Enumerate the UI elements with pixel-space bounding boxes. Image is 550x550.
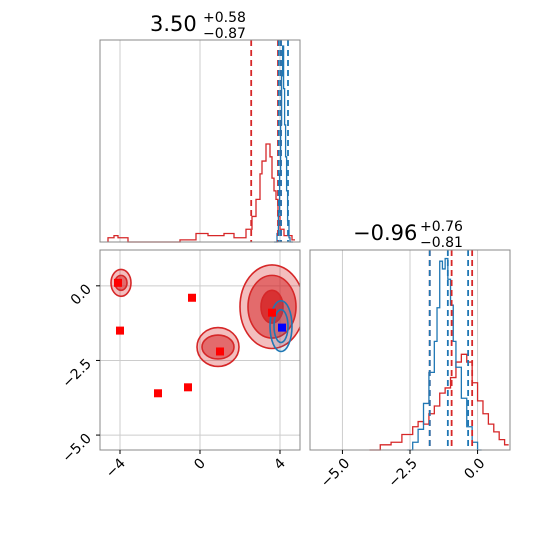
param1-title-minus: −0.87 xyxy=(203,26,246,42)
scatter-plot-area xyxy=(100,250,300,450)
param2-title-minus: −0.81 xyxy=(420,235,463,251)
param2-title-value: −0.96 xyxy=(353,221,417,245)
red-marker-4 xyxy=(154,389,162,398)
param1-title: 3.50 +0.58 −0.87 xyxy=(150,10,246,42)
blue-histogram-line xyxy=(274,45,293,243)
y-tick-label-0: 0.0 xyxy=(68,281,95,308)
red-contour-2-level-1 xyxy=(201,334,235,360)
red-marker-6 xyxy=(268,308,276,317)
red-histogram-line xyxy=(107,143,295,243)
red-marker-5 xyxy=(184,383,192,392)
y-tick-label-2: −5.0 xyxy=(59,431,94,466)
blue-contour-0-level-1 xyxy=(273,308,289,344)
x-tick-label-2: 4 xyxy=(271,455,289,473)
blue-histogram-line xyxy=(407,257,482,451)
param1-title-value: 3.50 xyxy=(150,12,197,36)
red-marker-1 xyxy=(116,326,124,335)
histogram-param1-panel xyxy=(99,39,301,243)
x-tick-label-2: 0.0 xyxy=(461,456,488,483)
param2-title-plus: +0.76 xyxy=(420,219,463,235)
red-marker-0 xyxy=(114,278,122,287)
red-contour-0-level-2 xyxy=(260,289,284,324)
x-tick-label-1: −2.5 xyxy=(385,456,420,491)
red-marker-2 xyxy=(188,293,196,302)
y-tick-label-1: −2.5 xyxy=(59,356,94,391)
x-tick-label-0: −4 xyxy=(103,455,129,481)
param1-title-plus: +0.58 xyxy=(203,10,246,26)
x-tick-label-0: −5.0 xyxy=(318,456,353,491)
x-tick-label-1: 0 xyxy=(191,456,209,474)
scatter-panel: −4 0 4 0.0 −2.5 −5.0 xyxy=(59,249,301,481)
histogram-param2-panel: −5.0 −2.5 0.0 xyxy=(309,249,511,491)
histogram-param1-frame xyxy=(99,39,301,243)
param2-title: −0.96 +0.76 −0.81 xyxy=(353,219,463,251)
red-histogram-line xyxy=(369,353,509,451)
blue-marker-0 xyxy=(278,323,286,332)
red-marker-3 xyxy=(216,347,224,356)
